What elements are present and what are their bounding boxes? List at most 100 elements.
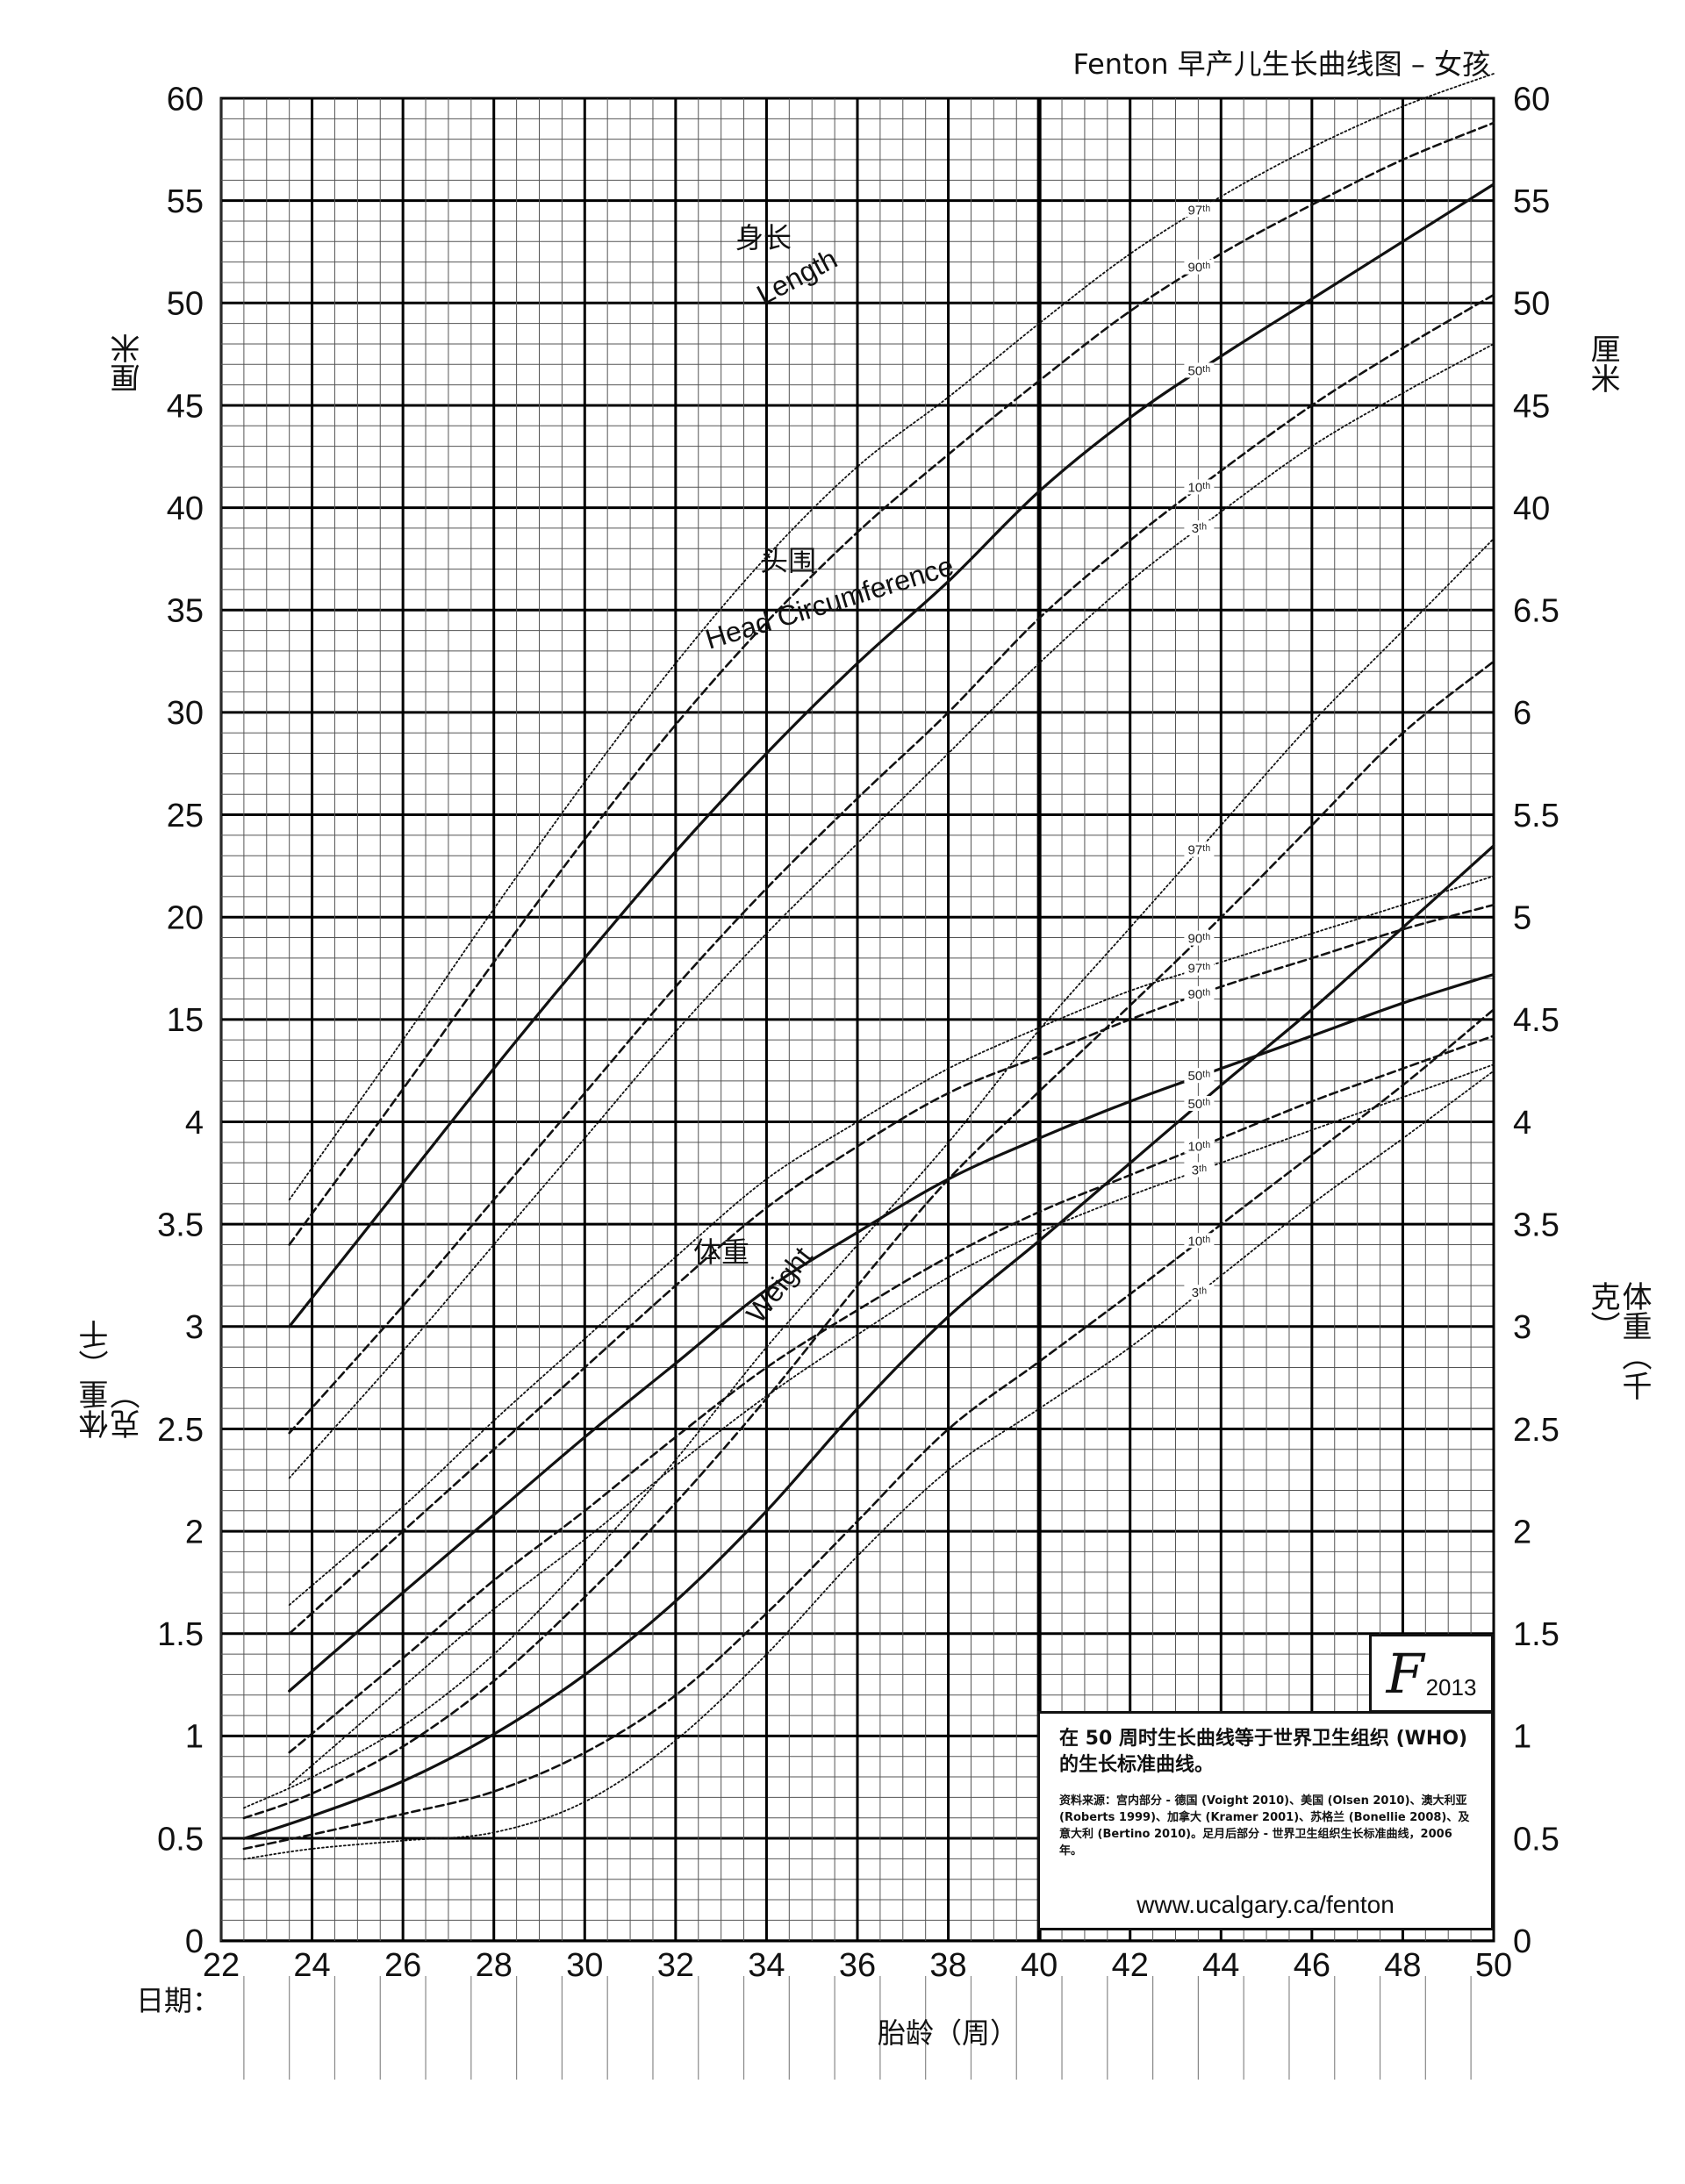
weight-p90-curve xyxy=(242,660,1495,1820)
y-label-weight-left: 体重（千克） xyxy=(79,1320,146,1439)
length-p90-label-bg xyxy=(1184,259,1215,275)
x-tick-label: 30 xyxy=(566,1947,603,1984)
left-y-tick-label: 30 xyxy=(167,695,204,732)
head-circumference-p10-curve xyxy=(288,1035,1495,1754)
left-y-tick-label: 1 xyxy=(185,1719,204,1756)
weight-p97-label: 97ᵗʰ xyxy=(1188,843,1211,858)
head-circumference-p97-label: 97ᵗʰ xyxy=(1188,962,1211,977)
weight-p3-curve xyxy=(243,1070,1495,1860)
logo-mark: F xyxy=(1386,1642,1424,1706)
length-p97-curve xyxy=(288,73,1495,1201)
length-p50-label-bg xyxy=(1184,362,1215,378)
weight-p3-label: 3ᵗʰ xyxy=(1192,1285,1208,1300)
x-tick-label: 34 xyxy=(748,1947,785,1984)
x-tick-label: 26 xyxy=(384,1947,421,1984)
x-tick-label: 40 xyxy=(1021,1947,1058,1984)
left-y-tick-label: 50 xyxy=(167,286,204,323)
weight-p50-curve xyxy=(242,844,1495,1840)
left-y-tick-label: 55 xyxy=(167,183,204,220)
date-label: 日期： xyxy=(136,1984,221,2017)
weight-p10-label-bg xyxy=(1184,1233,1215,1249)
right-y-tick-label: 3.5 xyxy=(1513,1207,1560,1243)
x-tick-label: 22 xyxy=(203,1947,240,1984)
head-circumference-p50-curve xyxy=(288,972,1495,1693)
weight-p90-label-bg xyxy=(1184,930,1215,946)
length-p97-label-bg xyxy=(1184,202,1215,218)
x-tick-label: 24 xyxy=(293,1947,330,1984)
right-y-tick-label: 45 xyxy=(1513,388,1550,425)
right-y-tick-label: 1.5 xyxy=(1513,1616,1560,1653)
y-label-cm-left: 厘米 xyxy=(111,333,146,393)
length-p50-curve xyxy=(288,183,1495,1328)
left-y-tick-label: 20 xyxy=(167,900,204,937)
left-y-tick-label: 3.5 xyxy=(157,1207,204,1243)
right-y-tick-label: 0 xyxy=(1513,1923,1531,1960)
right-y-tick-label: 1 xyxy=(1513,1719,1531,1756)
right-y-tick-label: 4.5 xyxy=(1513,1002,1560,1039)
x-axis-title: 胎龄（周） xyxy=(878,2016,1019,2050)
weight-p97-curve xyxy=(243,538,1495,1809)
length-p3-label: 3ᵗʰ xyxy=(1192,521,1208,536)
axis-ticks: 22 24 26 28 30 32 34 36 38 40 42 44 46 48 5000.511.522… xyxy=(157,81,1560,1984)
head-circumference-p97-curve xyxy=(288,875,1495,1606)
x-tick-label: 28 xyxy=(476,1947,513,1984)
right-y-tick-label: 5.5 xyxy=(1513,798,1560,834)
x-tick-label: 42 xyxy=(1112,1947,1149,1984)
right-y-tick-label: 6.5 xyxy=(1513,593,1560,630)
head-circumference-p90-label: 90ᵗʰ xyxy=(1188,987,1211,1002)
note-box: 在 50 周时生长曲线等于世界卫生组织 (WHO) 的生长标准曲线。 资料来源：… xyxy=(1037,1711,1494,1930)
length-p10-label: 10ᵗʰ xyxy=(1188,480,1211,495)
left-y-tick-label: 2.5 xyxy=(157,1412,204,1449)
right-y-tick-label: 4 xyxy=(1513,1105,1531,1142)
right-y-tick-label: 2 xyxy=(1513,1514,1531,1550)
curve-layer: 97ᵗʰ 90ᵗʰ 50ᵗʰ 10ᵗʰ 3ᵗʰ 97ᵗʰ 90ᵗʰ 50ᵗʰ 10ᵗʰ 3ᵗʰ 97… xyxy=(242,73,1495,1860)
weight-p10-label: 10ᵗʰ xyxy=(1188,1234,1211,1249)
fenton-url-link[interactable]: www.ucalgary.ca/fenton xyxy=(1136,1891,1395,1918)
head-circumference-p50-label-bg xyxy=(1184,1068,1215,1084)
y-label-cm-right: 厘米 xyxy=(1585,333,1620,393)
head-title-cn: 头围 xyxy=(760,545,816,576)
left-y-tick-label: 1.5 xyxy=(157,1616,204,1653)
right-y-tick-label: 6 xyxy=(1513,695,1531,732)
right-y-tick-label: 40 xyxy=(1513,491,1550,527)
note-main-text: 在 50 周时生长曲线等于世界卫生组织 (WHO) 的生长标准曲线。 xyxy=(1059,1728,1468,1776)
right-y-tick-label: 0.5 xyxy=(1513,1821,1560,1858)
x-tick-label: 36 xyxy=(839,1947,876,1984)
head-circumference-p3-label-bg xyxy=(1184,1162,1215,1178)
note-sources: 资料来源：宫内部分 - 德国 (Voight 2010)、美国 (Olsen 2… xyxy=(1059,1794,1470,1858)
left-y-tick-label: 25 xyxy=(167,798,204,834)
left-y-tick-label: 15 xyxy=(167,1002,204,1039)
chart-title: Fenton 早产儿生长曲线图 – 女孩 xyxy=(1072,47,1490,81)
x-tick-label: 44 xyxy=(1202,1947,1239,1984)
head-circumference-p10-label: 10ᵗʰ xyxy=(1188,1140,1211,1155)
right-y-tick-label: 3 xyxy=(1513,1309,1531,1346)
right-y-tick-label: 50 xyxy=(1513,286,1550,323)
left-y-tick-label: 45 xyxy=(167,388,204,425)
right-y-tick-label: 5 xyxy=(1513,900,1531,937)
head-circumference-p50-label: 50ᵗʰ xyxy=(1188,1069,1211,1084)
weight-p97-label-bg xyxy=(1184,841,1215,857)
right-y-tick-label: 55 xyxy=(1513,183,1550,220)
head-circumference-p97-label-bg xyxy=(1184,960,1215,976)
x-tick-label: 50 xyxy=(1475,1947,1512,1984)
weight-p50-label: 50ᵗʰ xyxy=(1188,1097,1211,1112)
chart-grid xyxy=(219,97,1495,2080)
y-label-weight-right: 体重（千克） xyxy=(1585,1281,1652,1400)
weight-title-cn: 体重 xyxy=(693,1236,749,1268)
left-y-tick-label: 60 xyxy=(167,81,204,118)
right-y-tick-label: 60 xyxy=(1513,81,1550,118)
length-p10-label-bg xyxy=(1184,479,1215,495)
x-tick-label: 46 xyxy=(1294,1947,1330,1984)
fenton-logo: F 2013 xyxy=(1369,1634,1494,1713)
weight-p90-label: 90ᵗʰ xyxy=(1188,932,1211,947)
length-p3-label-bg xyxy=(1184,520,1215,536)
logo-year: 2013 xyxy=(1425,1674,1477,1701)
head-circumference-p3-label: 3ᵗʰ xyxy=(1192,1163,1208,1178)
x-tick-label: 38 xyxy=(929,1947,966,1984)
head-circumference-p10-label-bg xyxy=(1184,1138,1215,1154)
length-p90-curve xyxy=(288,121,1495,1246)
right-y-tick-label: 2.5 xyxy=(1513,1412,1560,1449)
length-p90-label: 90ᵗʰ xyxy=(1188,261,1211,276)
length-p97-label: 97ᵗʰ xyxy=(1188,203,1211,218)
